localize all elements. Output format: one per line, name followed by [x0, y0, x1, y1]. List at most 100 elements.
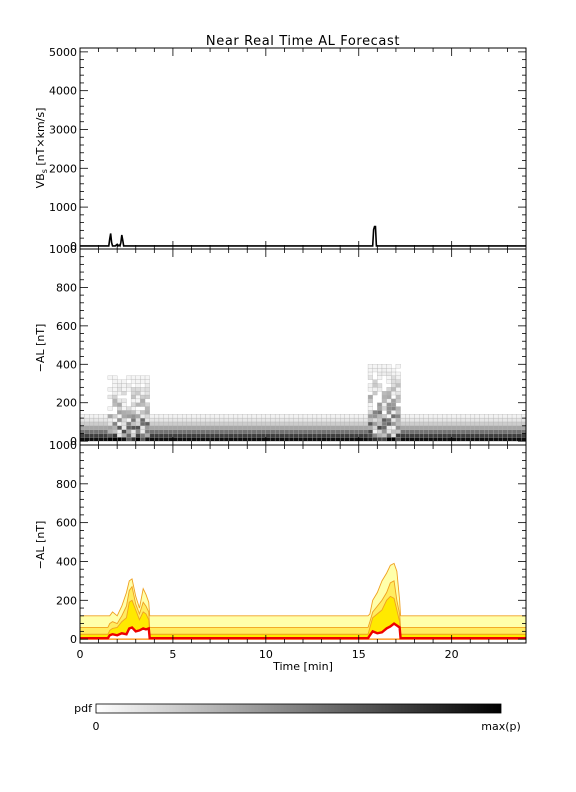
- pdf-cell: [205, 421, 211, 426]
- pdf-cell: [144, 417, 150, 423]
- pdf-cell: [502, 414, 508, 419]
- pdf-cell: [316, 437, 322, 442]
- pdf-cell: [521, 429, 527, 434]
- pdf-cell: [479, 433, 485, 438]
- pdf-cell: [242, 433, 248, 438]
- pdf-cell: [484, 429, 489, 434]
- pdf-cell: [182, 437, 188, 442]
- pdf-cell: [284, 433, 290, 438]
- pdf-cell: [130, 394, 136, 400]
- pdf-cell: [228, 433, 234, 438]
- pdf-cell: [409, 414, 415, 419]
- pdf-cell: [521, 433, 527, 438]
- pdf-cell: [377, 371, 383, 376]
- vbs-series-line: [80, 225, 526, 248]
- top-ylabel-sub: s: [40, 169, 49, 173]
- bot-plot-frame: [79, 444, 527, 644]
- pdf-cell: [516, 429, 522, 434]
- pdf-cell: [511, 429, 517, 434]
- pdf-cell: [414, 417, 420, 423]
- pdf-cell: [395, 383, 401, 388]
- pdf-cell: [386, 410, 392, 415]
- pdf-cell: [117, 387, 122, 392]
- pdf-cell: [98, 417, 104, 423]
- pdf-cell: [326, 414, 332, 419]
- pdf-cell: [395, 414, 401, 419]
- pdf-cell: [288, 421, 294, 426]
- pdf-cell: [126, 429, 132, 434]
- pdf-cell: [391, 387, 397, 392]
- pdf-cell: [497, 429, 503, 434]
- pdf-cell: [284, 429, 290, 434]
- pdf-cell: [307, 417, 313, 423]
- pdf-cell: [446, 417, 452, 423]
- pdf-cell: [367, 367, 373, 373]
- pdf-cell: [233, 417, 239, 423]
- pdf-cell: [381, 414, 387, 419]
- pdf-cell: [367, 437, 373, 442]
- pdf-cell: [172, 429, 178, 434]
- pdf-cell: [302, 425, 308, 430]
- pdf-cell: [391, 425, 397, 430]
- pdf-cell: [479, 414, 485, 419]
- pdf-cell: [130, 379, 136, 384]
- pdf-cell: [344, 414, 350, 419]
- pdf-cell: [177, 433, 183, 438]
- pdf-cell: [274, 429, 280, 434]
- pdf-cell: [237, 414, 243, 419]
- pdf-cell: [511, 421, 517, 426]
- pdf-cell: [200, 414, 206, 419]
- pdf-cell: [191, 414, 197, 419]
- pdf-cell: [395, 387, 401, 392]
- pdf-cell: [340, 421, 345, 426]
- pdf-cell: [135, 437, 141, 442]
- pdf-cell: [330, 414, 336, 419]
- pdf-cell: [451, 437, 457, 442]
- pdf-cell: [140, 402, 146, 407]
- pdf-cell: [223, 417, 229, 423]
- pdf-cell: [172, 421, 178, 426]
- pdf-cell: [256, 429, 262, 434]
- pdf-cell: [117, 433, 122, 438]
- pdf-cell: [265, 425, 271, 430]
- pdf-cell: [112, 437, 118, 442]
- pdf-cell: [488, 425, 494, 430]
- pdf-cell: [117, 425, 122, 430]
- pdf-cell: [493, 421, 499, 426]
- pdf-cell: [177, 417, 183, 423]
- pdf-cell: [479, 417, 485, 423]
- pdf-cell: [265, 433, 271, 438]
- pdf-cell: [223, 433, 229, 438]
- percentile-line: [80, 562, 526, 617]
- pdf-cell: [84, 421, 90, 426]
- pdf-cell: [330, 425, 336, 430]
- pdf-cell: [144, 379, 150, 384]
- pdf-cell: [456, 417, 462, 423]
- pdf-cell: [103, 421, 109, 426]
- pdf-cell: [284, 421, 290, 426]
- pdf-cell: [209, 429, 215, 434]
- pdf-cell: [381, 425, 387, 430]
- pdf-cell: [316, 414, 322, 419]
- pdf-cell: [502, 421, 508, 426]
- pdf-cell: [130, 391, 136, 396]
- pdf-cell: [381, 406, 387, 411]
- pdf-cell: [107, 375, 113, 380]
- pdf-cell: [168, 414, 174, 419]
- pdf-cell: [502, 433, 508, 438]
- pdf-cell: [182, 414, 188, 419]
- pdf-cell: [223, 425, 229, 430]
- pdf-cell: [312, 433, 318, 438]
- pdf-cell: [321, 421, 327, 426]
- pdf-cell: [121, 387, 127, 392]
- pdf-cell: [172, 414, 178, 419]
- pdf-cell: [135, 398, 141, 403]
- pdf-cell: [158, 421, 164, 426]
- pdf-cell: [242, 429, 248, 434]
- pdf-cell: [195, 417, 201, 423]
- pdf-cell: [386, 398, 392, 403]
- pdf-cell: [502, 437, 508, 442]
- pdf-cell: [89, 414, 95, 419]
- pdf-cell: [307, 414, 313, 419]
